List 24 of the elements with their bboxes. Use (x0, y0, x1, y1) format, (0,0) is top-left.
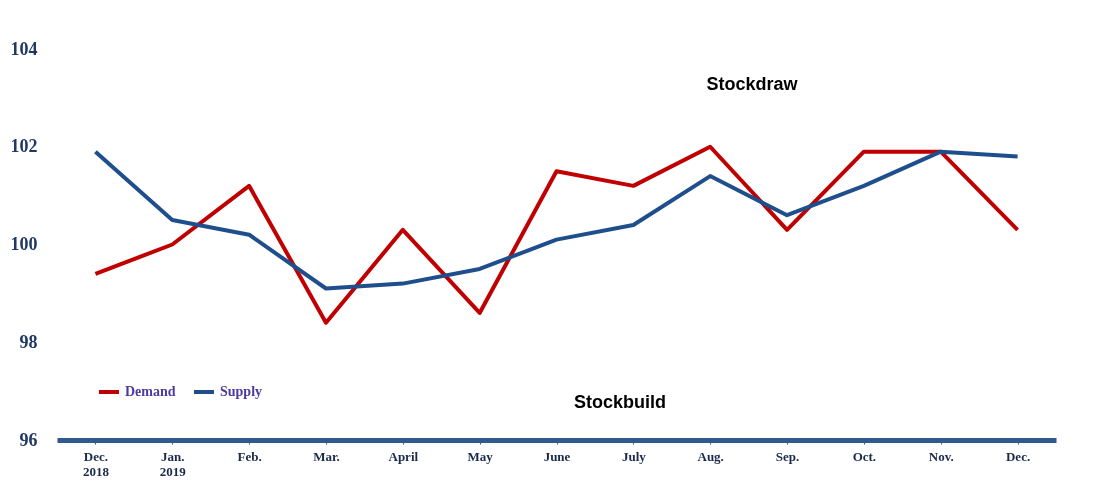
x-tick-label: Oct. (852, 448, 877, 464)
x-tick-label: Mar. (313, 448, 340, 464)
x-tick-label: Aug. (697, 448, 724, 464)
x-tick-label: Feb. (237, 448, 262, 464)
x-tick-label: June (543, 448, 571, 464)
x-tick-label: Dec. 2018 (82, 448, 110, 479)
x-tick-label: May (467, 448, 494, 464)
x-tick-label: Nov. (928, 448, 954, 464)
y-tick-label: 100 (10, 234, 38, 254)
x-tick-label: Dec. (1005, 448, 1031, 464)
x-tick-label: April (388, 448, 419, 464)
y-tick-label: 102 (10, 136, 38, 157)
annotation: Stockdraw (706, 74, 799, 94)
annotation: Stockbuild (573, 392, 667, 412)
legend-label: Demand (125, 384, 176, 399)
x-tick-label: Jan. 2019 (159, 448, 187, 479)
y-tick-label: 98 (19, 331, 38, 352)
x-tick-label: July (621, 448, 647, 464)
legend-label: Supply (220, 384, 263, 399)
y-tick-label: 96 (19, 429, 38, 450)
y-tick-label: 104 (10, 38, 38, 59)
x-tick-label: Sep. (775, 448, 800, 464)
line-series (93, 149, 1020, 291)
line-series (93, 144, 1020, 325)
